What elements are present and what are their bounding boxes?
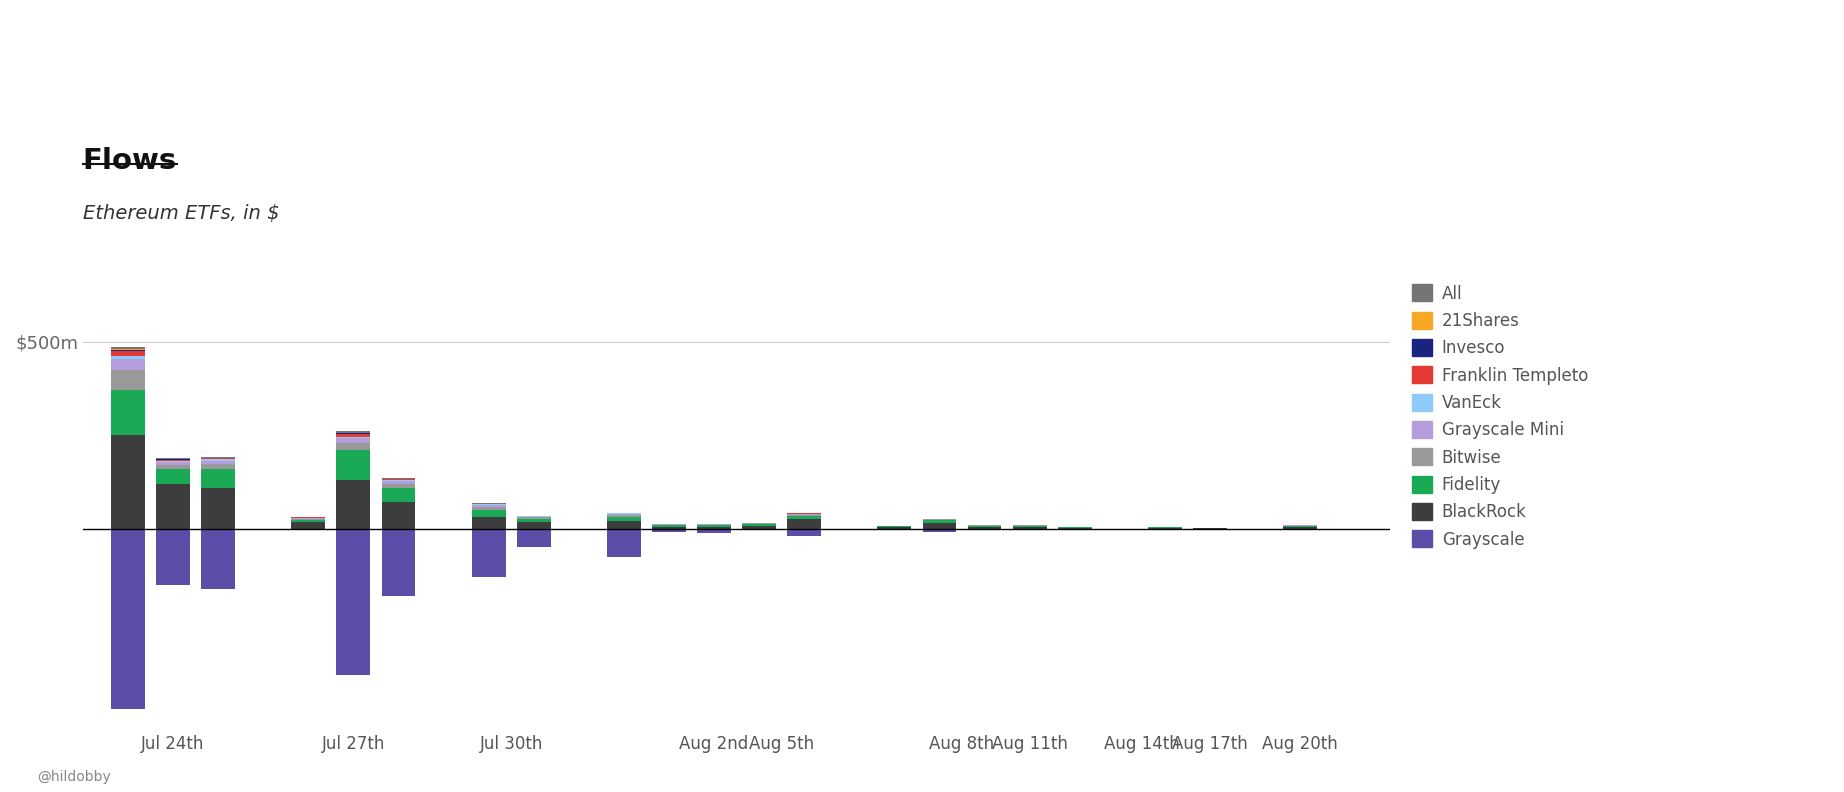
Bar xyxy=(787,515,821,516)
Text: Flows: Flows xyxy=(83,147,177,175)
Bar xyxy=(336,436,371,438)
Text: Ethereum ETFs, in $: Ethereum ETFs, in $ xyxy=(83,204,278,223)
Bar xyxy=(787,520,821,528)
Bar xyxy=(157,484,190,528)
Bar xyxy=(741,526,776,528)
Bar xyxy=(291,520,325,522)
Bar xyxy=(111,359,146,370)
Bar xyxy=(878,528,911,531)
Bar xyxy=(291,519,325,520)
Bar xyxy=(157,465,190,469)
Bar xyxy=(111,350,146,351)
Bar xyxy=(1012,527,1047,528)
Bar xyxy=(201,459,234,461)
Bar xyxy=(607,528,640,557)
Bar xyxy=(741,528,776,531)
Bar xyxy=(922,523,957,528)
Bar xyxy=(201,528,234,589)
Bar xyxy=(382,502,415,528)
Bar xyxy=(1012,526,1047,527)
Bar xyxy=(157,461,190,462)
Bar xyxy=(382,482,415,484)
Bar xyxy=(291,528,325,531)
Bar xyxy=(653,528,686,531)
Bar xyxy=(968,526,1001,527)
Bar xyxy=(697,527,730,528)
Bar xyxy=(787,516,821,520)
Bar xyxy=(472,517,505,528)
Bar xyxy=(336,528,371,676)
Bar xyxy=(472,507,505,510)
Bar xyxy=(111,348,146,349)
Bar xyxy=(382,484,415,488)
Bar xyxy=(336,450,371,480)
Bar xyxy=(607,516,640,521)
Bar xyxy=(1058,528,1092,530)
Bar xyxy=(878,527,911,528)
Bar xyxy=(201,488,234,528)
Bar xyxy=(111,436,146,528)
Bar xyxy=(382,528,415,596)
Bar xyxy=(157,469,190,484)
Legend: All, 21Shares, Invesco, Franklin Templeto, VanEck, Grayscale Mini, Bitwise, Fide: All, 21Shares, Invesco, Franklin Templet… xyxy=(1413,284,1588,549)
Bar xyxy=(336,480,371,528)
Bar xyxy=(1283,527,1317,528)
Bar xyxy=(607,521,640,528)
Bar xyxy=(472,510,505,517)
Bar xyxy=(382,479,415,481)
Bar xyxy=(741,524,776,526)
Bar xyxy=(111,390,146,436)
Bar xyxy=(157,528,190,585)
Bar xyxy=(607,514,640,515)
Bar xyxy=(922,528,957,531)
Bar xyxy=(472,505,505,507)
Bar xyxy=(968,528,1001,530)
Bar xyxy=(1012,528,1047,531)
Bar xyxy=(968,527,1001,528)
Bar xyxy=(157,460,190,461)
Bar xyxy=(653,525,686,527)
Bar xyxy=(653,527,686,528)
Bar xyxy=(291,522,325,528)
Bar xyxy=(201,469,234,488)
Bar xyxy=(607,515,640,516)
Bar xyxy=(157,462,190,465)
Bar xyxy=(697,525,730,527)
Bar xyxy=(111,370,146,390)
Bar xyxy=(382,488,415,502)
Bar xyxy=(922,520,957,523)
Bar xyxy=(1283,526,1317,527)
Bar xyxy=(516,517,551,519)
Bar xyxy=(787,528,821,536)
Bar xyxy=(516,519,551,522)
Bar xyxy=(336,434,371,436)
Bar xyxy=(111,351,146,356)
Bar xyxy=(516,522,551,528)
Text: @hildobby: @hildobby xyxy=(37,770,111,784)
Bar xyxy=(336,444,371,450)
Bar xyxy=(111,528,146,710)
Bar xyxy=(201,464,234,469)
Bar xyxy=(516,528,551,547)
Bar xyxy=(201,461,234,464)
Bar xyxy=(472,528,505,577)
Bar xyxy=(111,356,146,359)
Bar xyxy=(697,528,730,533)
Bar xyxy=(336,438,371,444)
